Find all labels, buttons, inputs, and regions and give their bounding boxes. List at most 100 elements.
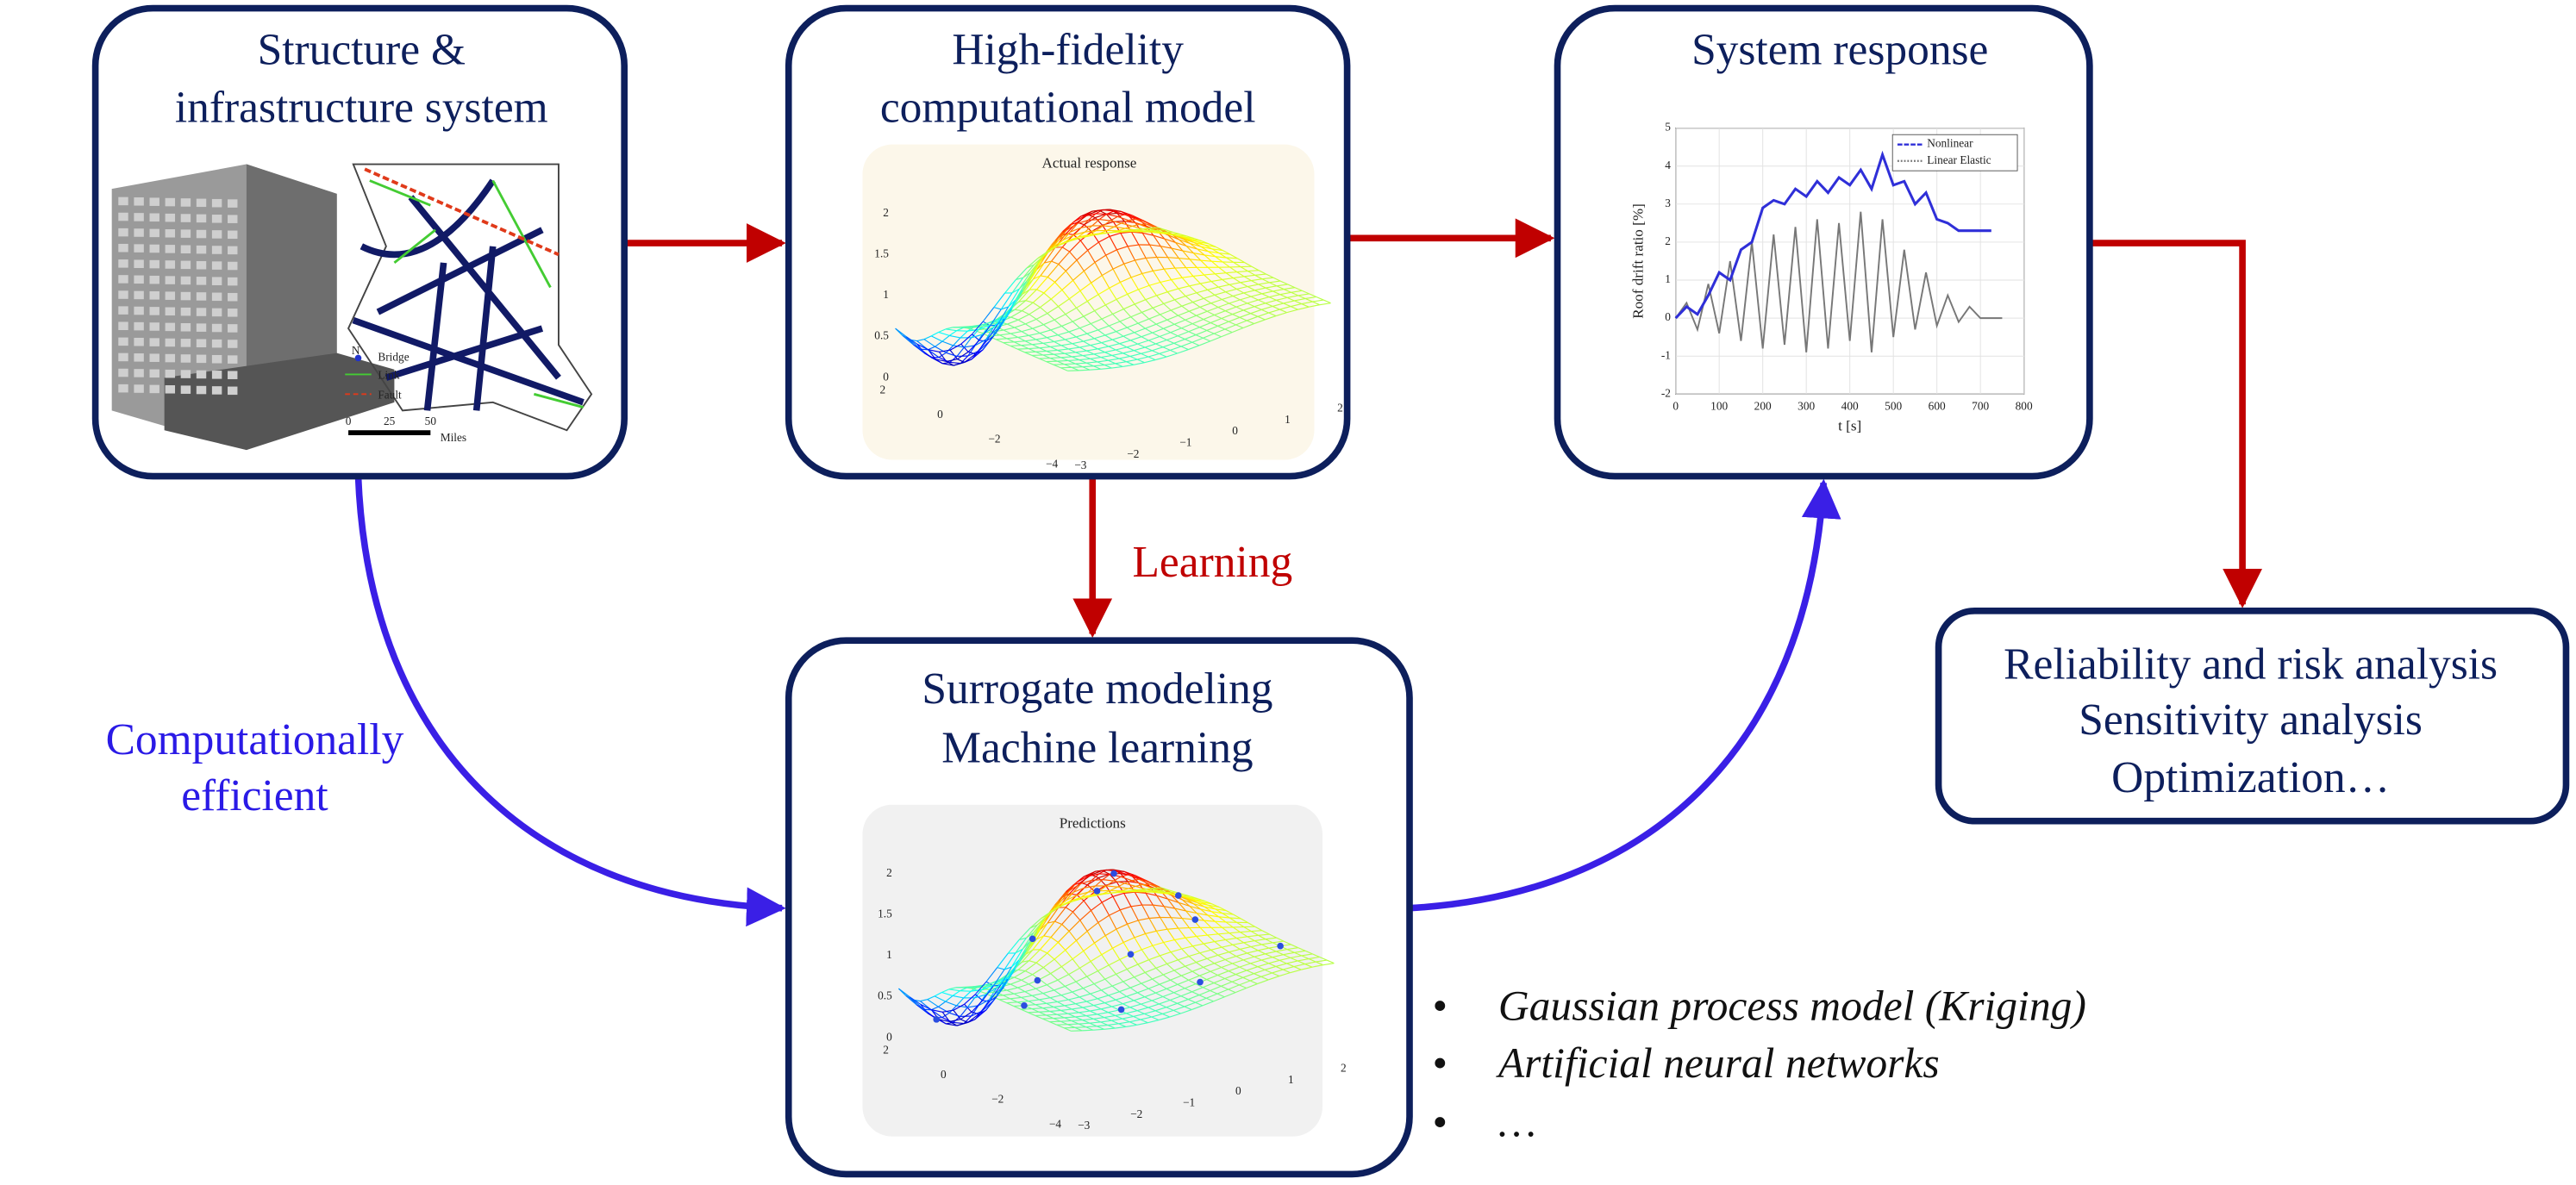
- surface-mesh: [1124, 880, 1132, 884]
- surface-mesh: [1035, 962, 1044, 969]
- surface-mesh: [1126, 361, 1135, 365]
- surface-mesh: [1126, 359, 1138, 363]
- window: [211, 354, 222, 364]
- surface-mesh: [1111, 985, 1120, 993]
- surface-mesh: [1104, 1017, 1112, 1021]
- surface-mesh: [1021, 345, 1029, 350]
- surface-mesh: [1122, 350, 1135, 354]
- surface-mesh: [1091, 219, 1100, 227]
- surface-mesh: [1217, 325, 1226, 330]
- surface-mesh: [1145, 295, 1157, 301]
- surface-mesh: [1068, 298, 1078, 309]
- surface-mesh: [905, 995, 917, 1006]
- surface-mesh: [1218, 916, 1230, 919]
- surface-mesh: [1170, 346, 1182, 351]
- surface-mesh: [1222, 278, 1230, 285]
- surface-mesh: [916, 339, 925, 342]
- surface-mesh: [1196, 292, 1204, 299]
- surface-mesh: [1250, 309, 1262, 315]
- surface-mesh: [931, 1009, 943, 1013]
- surface-mesh: [1004, 952, 1016, 970]
- surface-mesh: [1072, 958, 1080, 969]
- surface-mesh: [1122, 937, 1135, 944]
- surface-mesh: [1239, 984, 1247, 989]
- surface-mesh: [974, 339, 987, 346]
- surface-mesh: [1174, 907, 1183, 919]
- window: [196, 198, 207, 208]
- surface-mesh: [1042, 958, 1055, 969]
- surface-mesh: [1188, 952, 1200, 957]
- surface-mesh: [1276, 296, 1288, 301]
- surface-mesh: [1075, 363, 1083, 368]
- surface-mesh: [1038, 1011, 1047, 1016]
- surface-mesh: [1010, 310, 1022, 318]
- x-tick-label: −3: [1078, 1119, 1091, 1132]
- surface-mesh: [1017, 983, 1029, 989]
- surface-mesh: [1116, 973, 1124, 982]
- window: [165, 385, 176, 394]
- surface-mesh: [1006, 989, 1015, 995]
- surface-mesh: [1301, 955, 1310, 960]
- surface-mesh: [1286, 949, 1295, 953]
- surface-mesh: [971, 349, 984, 360]
- surface-mesh: [1229, 302, 1237, 308]
- surface-mesh: [1210, 949, 1219, 956]
- surface-mesh: [1088, 230, 1097, 236]
- surface-mesh: [1050, 289, 1063, 300]
- sample-point: [933, 1016, 941, 1023]
- surface-mesh: [1153, 270, 1161, 283]
- surface-mesh: [1170, 951, 1179, 961]
- surface-mesh: [1222, 277, 1234, 281]
- surface-mesh: [1097, 922, 1106, 936]
- surface-mesh: [1286, 963, 1295, 968]
- x-tick-label: 700: [1972, 400, 1989, 413]
- surface-mesh: [1039, 978, 1047, 986]
- surface-mesh: [1136, 1022, 1148, 1026]
- surface-mesh: [1043, 292, 1052, 300]
- surface-mesh: [1140, 1016, 1152, 1020]
- surface-mesh: [1247, 302, 1255, 308]
- surface-mesh: [1243, 292, 1252, 297]
- surface-mesh: [1057, 1001, 1066, 1007]
- surface-mesh: [1218, 906, 1227, 912]
- surface-mesh: [1028, 1012, 1036, 1016]
- surface-mesh: [1156, 895, 1168, 900]
- surface-mesh: [1084, 213, 1096, 217]
- surface-mesh: [1215, 920, 1226, 923]
- surface-mesh: [1065, 981, 1077, 987]
- surface-mesh: [1243, 309, 1251, 315]
- surface-mesh: [898, 988, 910, 998]
- surface-mesh: [1095, 217, 1104, 226]
- surface-mesh: [1088, 213, 1097, 221]
- surface-mesh: [963, 990, 972, 999]
- surface-mesh: [1185, 983, 1197, 989]
- surface-mesh: [1134, 327, 1146, 334]
- surface-mesh: [1202, 1001, 1214, 1007]
- surface-mesh: [953, 1021, 965, 1025]
- surface-mesh: [1141, 336, 1149, 341]
- surface-mesh: [1193, 898, 1202, 903]
- surface-mesh: [1039, 999, 1047, 1004]
- surface-mesh: [1111, 1018, 1123, 1021]
- surface-mesh: [1039, 973, 1051, 980]
- surface-mesh: [1106, 880, 1115, 887]
- surface-mesh: [1149, 883, 1158, 887]
- surface-mesh: [1140, 1019, 1148, 1024]
- surface-mesh: [1178, 288, 1186, 296]
- surface-mesh: [1036, 252, 1049, 270]
- sample-point: [1197, 978, 1204, 986]
- surface-mesh: [1240, 296, 1252, 301]
- surface-mesh: [1155, 988, 1167, 994]
- surface-mesh: [1085, 225, 1093, 233]
- surface-mesh: [985, 995, 997, 1011]
- surface-mesh: [1057, 348, 1069, 351]
- surface-mesh: [1068, 327, 1080, 333]
- surface-mesh: [1158, 232, 1166, 234]
- surface-mesh: [1146, 880, 1154, 885]
- surface-mesh: [1158, 1016, 1170, 1021]
- surface-mesh: [1024, 988, 1036, 993]
- window: [165, 338, 176, 347]
- window: [149, 338, 159, 346]
- surface-mesh: [1215, 908, 1227, 912]
- x-tick-label: 100: [1710, 400, 1728, 413]
